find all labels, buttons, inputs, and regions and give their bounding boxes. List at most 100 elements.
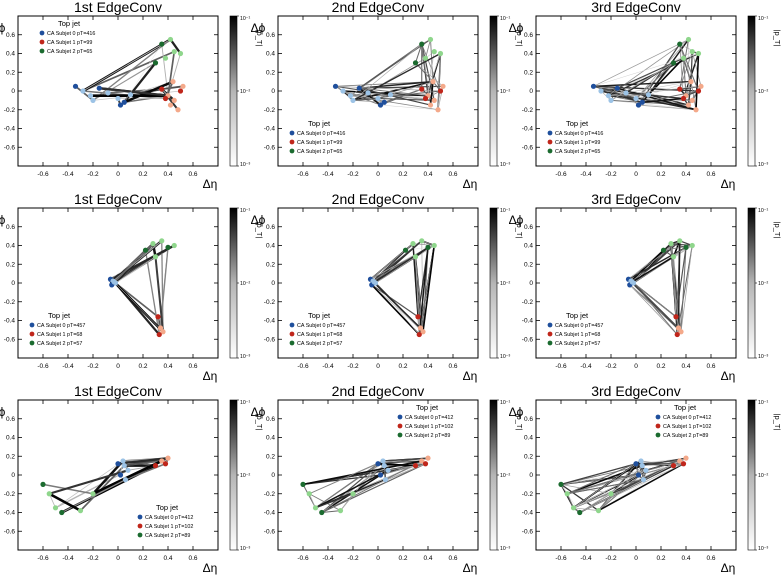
legend-entry: CA Subjet 2 pT=89 <box>663 433 708 439</box>
graph-edge <box>82 50 175 92</box>
legend-entry: CA Subjet 2 pT=65 <box>555 149 600 155</box>
subjet-2-point <box>680 55 687 61</box>
legend-title: Top jet <box>58 19 81 28</box>
x-tick-label: -0.6 <box>555 171 567 178</box>
subjet-0-point <box>639 99 645 105</box>
legend-entry: CA Subjet 2 pT=89 <box>405 433 450 439</box>
plot-frame <box>277 15 479 167</box>
y-tick-label: -0.4 <box>264 318 276 325</box>
graph-edge <box>114 281 164 332</box>
x-tick-label: -0.2 <box>87 171 99 178</box>
graph-edge <box>358 87 381 106</box>
point-layer <box>558 455 689 516</box>
x-tick-label: 0.4 <box>423 555 432 562</box>
colorbar-label: |p_T| <box>255 222 264 239</box>
subjet-2-point <box>171 242 177 249</box>
subjet-2-point <box>319 509 325 516</box>
legend-entry: CA Subjet 1 pT=68 <box>37 332 82 338</box>
colorbar: 10⁻¹ 10⁻² 10⁻³ |p_T| <box>229 15 264 168</box>
subjet-1-point <box>431 97 437 103</box>
colorbar-tick-label: 10⁻² <box>500 473 511 479</box>
legend-marker <box>289 148 295 154</box>
colorbar-label: |p_T| <box>773 30 781 47</box>
colorbar-gradient <box>229 399 238 551</box>
graph-edge <box>695 53 700 110</box>
y-tick-label: 0.2 <box>6 453 15 460</box>
x-axis-label: Δη <box>463 369 478 383</box>
y-tick-label: -0.4 <box>264 126 276 133</box>
x-tick-label: 0.6 <box>706 171 715 178</box>
subjet-0-point <box>117 102 124 108</box>
colorbar: 10⁻¹ 10⁻² 10⁻³ |p_T| <box>489 15 524 168</box>
subjet-2-point <box>689 49 695 55</box>
subjet-1-point <box>693 107 699 113</box>
x-tick-label: -0.6 <box>37 171 49 178</box>
x-tick-label: 0.4 <box>163 171 172 178</box>
legend: Top jet CA Subjet 0 pT=416 CA Subjet 1 pT=… <box>547 119 603 155</box>
graph-edge <box>123 80 174 104</box>
graph-edge <box>373 246 429 283</box>
graph-edge <box>117 457 169 465</box>
panel-title: 1st EdgeConv <box>74 383 162 399</box>
subjet-2-point <box>412 254 419 260</box>
y-tick-label: -0.2 <box>522 491 534 498</box>
subjet-0-point <box>350 97 356 103</box>
subjet-1-point <box>674 331 680 338</box>
subjet-2-point <box>419 238 425 244</box>
panel-2: 2nd EdgeConv -0.6 -0.4 -0.2 0 0.2 0.4 0.6 -0.6 -0… <box>251 0 524 191</box>
subjet-0-point <box>629 279 635 285</box>
subjet-2-point <box>167 36 174 43</box>
x-tick-label: -0.2 <box>605 555 617 562</box>
colorbar-tick-label: 10⁻³ <box>240 546 251 552</box>
colorbar-tick-label: 10⁻³ <box>500 162 511 168</box>
panel-title: 1st EdgeConv <box>74 191 162 207</box>
graph-edge <box>82 39 171 92</box>
colorbar-tick-label: 10⁻¹ <box>758 400 769 406</box>
subjet-0-point <box>643 467 649 473</box>
x-tick-label: 0.2 <box>656 555 665 562</box>
y-tick-label: -0.6 <box>522 336 534 343</box>
subjet-1-point <box>170 79 176 85</box>
y-tick-label: -0.2 <box>4 299 16 306</box>
subjet-0-point <box>640 477 647 483</box>
graph-edge <box>315 469 389 509</box>
x-tick-label: -0.6 <box>297 555 309 562</box>
subjet-0-point <box>377 472 384 478</box>
x-tick-label: 0.4 <box>681 363 690 370</box>
y-tick-label: 0.6 <box>266 416 275 423</box>
colorbar-gradient <box>489 207 498 359</box>
graph-edge <box>677 240 681 329</box>
graph-edge <box>598 463 684 512</box>
subjet-2-point <box>683 244 689 250</box>
graph-edge <box>679 39 689 90</box>
subjet-2-point <box>412 60 419 66</box>
subjet-1-point <box>155 314 161 320</box>
y-tick-label: -0.2 <box>264 107 276 114</box>
subjet-1-point <box>677 86 683 92</box>
subjet-2-point <box>77 508 84 514</box>
x-tick-label: 0.4 <box>163 363 172 370</box>
colorbar-label: |p_T| <box>773 222 781 239</box>
subjet-0-point <box>633 461 639 467</box>
subjet-0-point <box>623 90 629 96</box>
subjet-0-point <box>105 90 111 96</box>
y-tick-label: -0.2 <box>522 299 534 306</box>
x-tick-label: 0.2 <box>656 171 665 178</box>
legend: Top jet CA Subjet 0 pT=412 CA Subjet 1 pT=… <box>397 403 453 439</box>
graph-edge <box>387 465 416 471</box>
legend-marker <box>289 139 295 145</box>
graph-edge <box>92 62 156 101</box>
x-axis-label: Δη <box>721 561 736 575</box>
graph-edge <box>421 43 441 92</box>
subjet-0-point <box>385 467 391 473</box>
subjet-0-point <box>121 99 127 105</box>
legend-entry: CA Subjet 2 pT=57 <box>297 341 342 347</box>
subjet-0-point <box>127 92 134 98</box>
y-tick-label: -0.6 <box>4 144 16 151</box>
subjet-2-point <box>422 55 429 61</box>
x-tick-label: 0 <box>376 555 380 562</box>
colorbar-tick-label: 10⁻² <box>240 89 251 95</box>
colorbar-tick-label: 10⁻¹ <box>240 16 251 22</box>
x-tick-label: -0.6 <box>37 555 49 562</box>
subjet-1-point <box>175 107 181 113</box>
